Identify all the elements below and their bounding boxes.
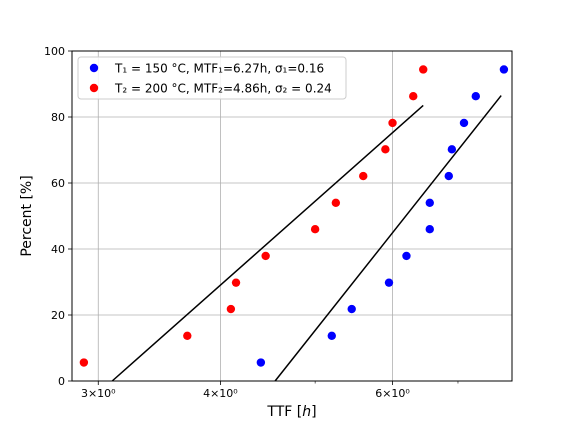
data-point-series-1	[444, 171, 453, 181]
x-tick-label: 3×10⁰	[81, 387, 116, 400]
y-ticks: 0 20 40 60 80 100	[44, 45, 72, 388]
fit-lines	[111, 95, 502, 382]
data-point-series-1	[459, 118, 469, 128]
x-tick-label: 6×10⁰	[375, 387, 410, 400]
data-point-series-1	[327, 331, 336, 340]
x-tick-label: 4×10⁰	[203, 387, 238, 400]
data-points	[79, 65, 509, 367]
data-point-series-2	[419, 65, 428, 74]
y-tick-label: 40	[51, 243, 65, 256]
data-point-series-2	[359, 171, 368, 181]
y-axis-label: Percent [%]	[19, 175, 35, 256]
legend-marker	[89, 63, 99, 73]
data-point-series-1	[347, 304, 356, 314]
data-point-series-2	[409, 92, 418, 101]
data-point-series-1	[499, 65, 509, 74]
legend-marker	[89, 83, 99, 93]
data-point-series-1	[425, 225, 434, 234]
data-point-series-2	[388, 118, 397, 128]
data-point-series-2	[231, 278, 241, 287]
data-point-series-1	[402, 251, 411, 261]
legend: T₁ = 150 °C, MTF₁=6.27h, σ₁=0.16 T₂ = 200…	[77, 56, 347, 100]
grid	[72, 50, 512, 382]
data-point-series-1	[384, 278, 394, 287]
x-ticks: 3×10⁰ 4×10⁰ 6×10⁰	[81, 381, 459, 400]
y-tick-label: 20	[51, 309, 65, 322]
data-point-series-1	[256, 358, 266, 367]
data-point-series-2	[226, 304, 236, 314]
data-point-series-2	[79, 358, 89, 367]
y-tick-label: 100	[44, 45, 65, 58]
data-point-series-2	[310, 225, 320, 234]
y-tick-label: 0	[58, 375, 65, 388]
data-point-series-2	[261, 251, 270, 261]
plot-frame	[71, 50, 513, 382]
y-tick-label: 60	[51, 177, 65, 190]
data-point-series-1	[447, 145, 457, 154]
x-axis-label: TTF [h]	[266, 404, 316, 420]
fit-line-series-2	[111, 104, 424, 382]
data-point-series-1	[471, 92, 480, 101]
data-point-series-2	[183, 331, 192, 340]
data-point-series-2	[331, 198, 341, 207]
legend-label: T₁ = 150 °C, MTF₁=6.27h, σ₁=0.16	[114, 62, 324, 76]
legend-label: T₂ = 200 °C, MTF₂=4.86h, σ₂ = 0.24	[114, 82, 332, 96]
fit-line-series-1	[274, 95, 502, 382]
data-point-series-1	[425, 198, 434, 207]
y-tick-label: 80	[51, 111, 65, 124]
legend-box	[77, 56, 347, 100]
data-point-series-2	[381, 145, 390, 154]
